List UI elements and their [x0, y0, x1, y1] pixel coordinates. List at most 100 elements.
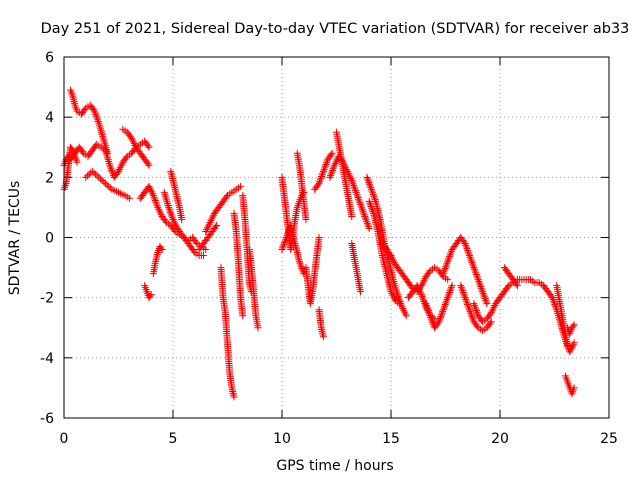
data-point	[348, 212, 356, 220]
data-point	[165, 203, 173, 211]
series-track-35	[540, 282, 578, 356]
data-point	[469, 262, 477, 270]
data-point	[422, 300, 430, 308]
data-point	[367, 185, 375, 193]
data-point	[469, 260, 477, 268]
data-point	[367, 203, 375, 211]
data-point	[387, 288, 395, 296]
data-point	[357, 202, 365, 210]
data-point	[167, 210, 175, 218]
data-point	[370, 194, 378, 202]
data-point	[482, 296, 490, 304]
data-point	[165, 205, 173, 213]
x-tick-label: 15	[382, 431, 400, 447]
data-point	[130, 140, 138, 148]
data-point	[390, 295, 398, 303]
data-point	[419, 278, 427, 286]
data-point	[567, 346, 575, 354]
data-point	[570, 339, 578, 347]
data-point	[465, 304, 473, 312]
data-point	[161, 217, 169, 225]
data-point	[429, 319, 437, 327]
data-point	[296, 259, 304, 267]
data-point	[355, 195, 363, 203]
data-point	[397, 301, 405, 309]
data-point	[402, 312, 410, 320]
data-point	[351, 185, 359, 193]
data-point	[108, 168, 116, 176]
data-point	[467, 257, 475, 265]
data-point	[473, 272, 481, 280]
data-point	[98, 176, 106, 184]
data-point	[356, 199, 364, 207]
data-point	[320, 166, 328, 174]
data-point	[153, 202, 161, 210]
data-point	[162, 194, 170, 202]
data-point	[438, 271, 446, 279]
data-point	[461, 240, 469, 248]
data-point	[360, 209, 368, 217]
data-point	[280, 240, 288, 248]
series-track-22	[311, 149, 336, 193]
series-track-19	[293, 149, 310, 223]
data-point	[462, 297, 470, 305]
data-point	[442, 299, 450, 307]
data-point	[92, 111, 100, 119]
series-track-34	[500, 264, 521, 290]
data-point	[163, 198, 171, 206]
data-point	[104, 156, 112, 164]
x-tick-label: 25	[600, 431, 618, 447]
data-point	[190, 247, 198, 255]
data-point	[369, 189, 377, 197]
y-tick-label: 4	[45, 110, 54, 126]
data-point	[161, 192, 169, 200]
data-point	[472, 307, 480, 315]
data-point	[105, 158, 113, 166]
data-point	[474, 276, 482, 284]
series-track-25	[348, 240, 364, 296]
data-point	[474, 310, 482, 318]
data-point	[464, 246, 472, 254]
data-point	[439, 270, 447, 278]
data-point	[327, 172, 335, 180]
data-point	[152, 200, 160, 208]
data-point	[222, 193, 230, 201]
series-track-05	[119, 125, 153, 169]
data-point	[206, 218, 214, 226]
data-point	[471, 267, 479, 275]
data-point	[423, 301, 431, 309]
data-point	[282, 235, 290, 243]
series-track-12	[202, 182, 245, 235]
data-point	[463, 245, 471, 253]
data-point	[98, 130, 106, 138]
x-tick-label: 10	[273, 431, 291, 447]
data-point	[424, 305, 432, 313]
data-point	[358, 206, 366, 214]
data-point	[442, 263, 450, 271]
series-track-21	[315, 306, 327, 341]
data-point	[282, 234, 290, 241]
data-point	[92, 170, 100, 178]
data-point	[207, 217, 215, 225]
data-point	[155, 205, 163, 213]
data-point	[115, 166, 123, 174]
data-point	[116, 164, 124, 172]
data-point	[462, 243, 470, 251]
data-point	[447, 249, 455, 257]
data-point	[323, 159, 331, 167]
data-point	[366, 199, 374, 207]
data-point	[569, 341, 577, 349]
series-track-02	[60, 143, 81, 193]
data-point	[569, 322, 577, 330]
data-point	[475, 277, 483, 285]
data-point	[462, 295, 470, 303]
data-point	[350, 183, 358, 191]
data-point	[420, 276, 428, 284]
data-point	[465, 306, 473, 314]
data-point	[95, 119, 103, 127]
data-point	[476, 281, 484, 289]
data-point	[480, 291, 488, 299]
data-point	[387, 252, 395, 260]
data-point	[441, 301, 449, 309]
data-points	[60, 86, 578, 401]
